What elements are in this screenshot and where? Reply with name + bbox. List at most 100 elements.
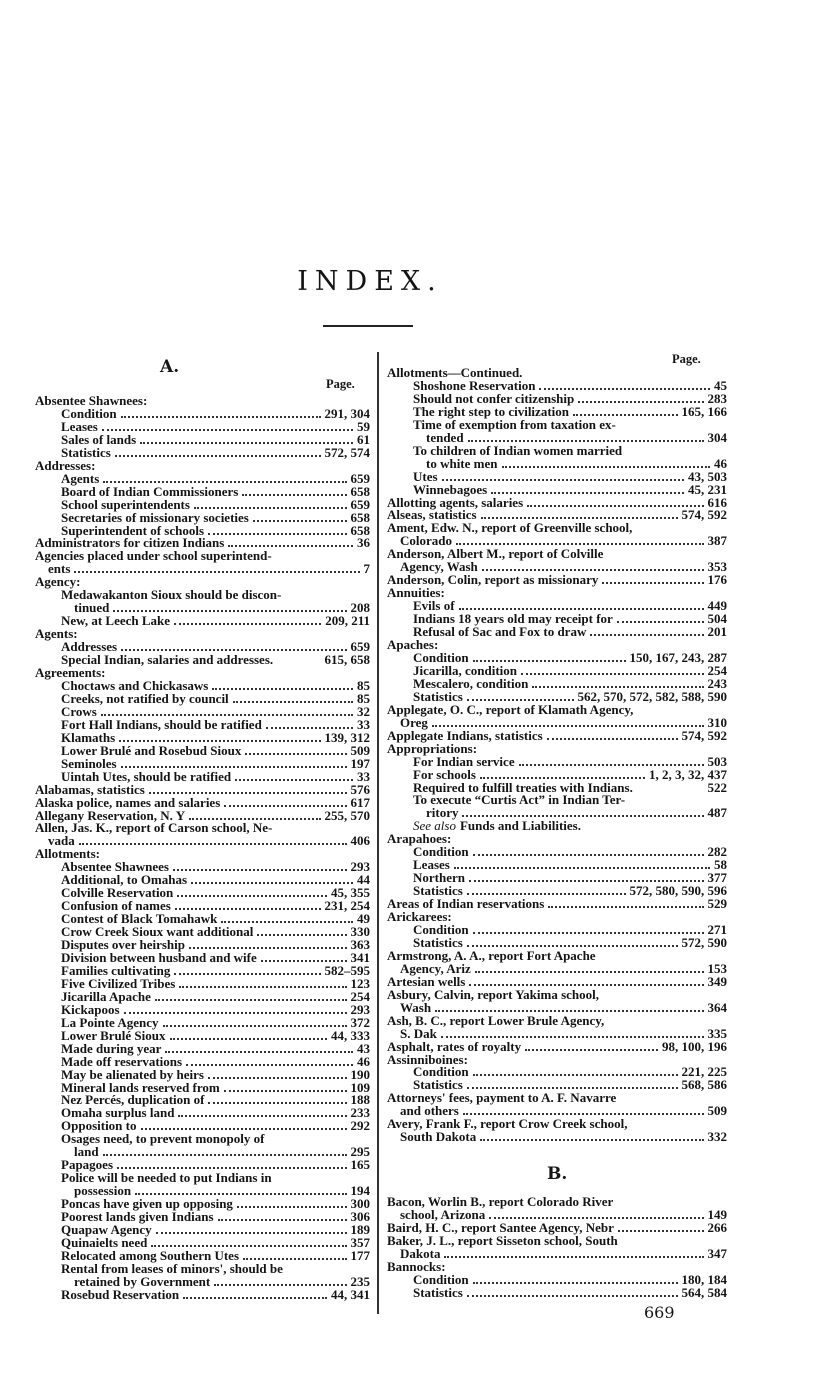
- index-entry: Sales of lands 61: [35, 433, 370, 447]
- index-entry: The right step to civilization 165, 166: [387, 403, 728, 419]
- index-entry: Statistics 572, 580, 590, 596: [387, 884, 727, 898]
- dot-leader: [480, 1139, 704, 1142]
- dot-leader: [179, 985, 347, 988]
- index-entry: Statistics 562, 570, 572, 582, 588, 590: [387, 690, 727, 704]
- entry-continuation: and others 509: [387, 1104, 727, 1118]
- index-entry: Mescalero, condition 243: [387, 677, 727, 691]
- page-reference: 572, 590: [681, 934, 728, 950]
- index-entry: Ash, B. C., report Lower Brule Agency,: [387, 1012, 727, 1028]
- index-entry: Alseas, statistics 574, 592: [387, 509, 727, 522]
- index-entry: Poncas have given up opposing 300: [35, 1196, 370, 1212]
- dot-leader: [480, 517, 678, 520]
- entry-text: Addresses:: [35, 457, 96, 473]
- dot-leader: [140, 1128, 347, 1131]
- entry-text: Leases: [61, 418, 98, 434]
- page-reference: 150, 167, 243, 287: [629, 649, 728, 665]
- section-heading-b: B.: [547, 1164, 568, 1184]
- index-entry: Allotments:: [35, 846, 370, 862]
- index-entry: Winnebagoes 45, 231: [387, 481, 727, 497]
- dot-leader: [189, 817, 321, 820]
- page-reference: 45, 231: [688, 481, 727, 497]
- page-reference: 529: [707, 896, 728, 912]
- page-reference: 659: [350, 470, 371, 486]
- entry-text: Osages need, to prevent monopoly of: [61, 1131, 265, 1147]
- entry-text: Agents: [61, 470, 100, 486]
- dot-leader: [467, 439, 704, 442]
- entry-text: Administrators for citizen Indians: [35, 535, 225, 551]
- index-entry: Bannocks:: [387, 1258, 727, 1274]
- entry-text: Appropriations:: [387, 740, 478, 756]
- index-entry: Absentee Shawnees:: [35, 393, 370, 408]
- page-reference: 271: [707, 921, 728, 937]
- dot-leader: [462, 815, 704, 818]
- index-entry: Asphalt, rates of royalty 98, 100, 196: [387, 1040, 727, 1054]
- dot-leader: [472, 659, 626, 662]
- entry-text: Crows: [61, 703, 97, 719]
- dot-leader: [578, 400, 704, 403]
- entry-continuation: to white men 46: [387, 455, 727, 471]
- dot-leader: [148, 791, 347, 794]
- dot-leader: [469, 983, 704, 986]
- entry-text: Bannocks:: [387, 1258, 446, 1274]
- dot-leader: [257, 934, 347, 937]
- entry-text: Applegate Indians, statistics: [387, 727, 543, 743]
- dot-leader: [169, 1037, 327, 1040]
- dot-leader: [466, 944, 678, 947]
- index-entry: Secretaries of missionary societies 658: [35, 511, 370, 525]
- entry-continuation: South Dakota 332: [387, 1130, 727, 1144]
- entry-text: Alaska police, names and salaries: [35, 794, 221, 810]
- index-entry: Appropriations:: [387, 740, 727, 756]
- entry-text: Ash, B. C., report Lower Brule Agency,: [387, 1012, 605, 1028]
- dot-leader: [546, 737, 678, 740]
- dot-leader: [466, 1087, 678, 1090]
- dot-leader: [474, 970, 704, 973]
- page-reference: 292: [350, 1118, 371, 1134]
- entry-continuation: Agency, Ariz 153: [387, 962, 727, 976]
- entry-text: Absentee Shawnees:: [35, 393, 148, 408]
- index-entry: Anderson, Albert M., report of Colville: [387, 547, 727, 561]
- dot-leader: [155, 1232, 347, 1234]
- page-column-header-left: Page.: [326, 377, 355, 391]
- entry-text: Lower Brulé and Rosebud Sioux: [61, 742, 242, 758]
- entry-text-continued: to white men: [426, 455, 498, 471]
- dot-leader: [208, 532, 347, 535]
- index-entry: New, at Leech Lake 209, 211: [35, 614, 370, 628]
- page-reference: 165, 166: [681, 403, 728, 419]
- index-entry: Lower Brulé Sioux 44, 333: [35, 1027, 370, 1043]
- entry-text: Apaches:: [387, 637, 439, 653]
- entry-text: To execute “Curtis Act” in Indian Ter-: [413, 792, 626, 808]
- page-reference: 291, 304: [324, 405, 371, 421]
- dot-leader: [472, 931, 704, 934]
- entry-text: Lower Brulé Sioux: [61, 1027, 166, 1043]
- index-entry: Required to fulfill treaties with Indian…: [387, 781, 727, 795]
- page-reference: 208: [350, 600, 371, 616]
- entry-text: Addresses: [61, 639, 118, 655]
- index-entry: To children of Indian women married: [387, 444, 727, 458]
- entry-text: Statistics: [413, 1284, 463, 1300]
- entry-text: Five Civilized Tribes: [61, 975, 176, 991]
- dot-leader: [444, 1255, 704, 1258]
- page-reference: 180, 184: [681, 1271, 728, 1287]
- entry-text: Colville Reservation: [61, 885, 174, 901]
- entry-text: Allotments:: [35, 846, 100, 862]
- page-reference: 109: [350, 1079, 371, 1095]
- index-entry: Areas of Indian reservations 529: [387, 896, 728, 912]
- index-entry: Assinniboines:: [387, 1053, 727, 1067]
- dot-leader: [214, 1283, 347, 1286]
- page-reference: 310: [707, 714, 728, 730]
- entry-text: Poncas have given up opposing: [61, 1196, 233, 1212]
- index-entry: Agreements:: [35, 666, 370, 680]
- index-entry: Fort Hall Indians, should be ratified 33: [35, 718, 370, 732]
- dot-leader: [186, 1063, 353, 1066]
- entry-text: Agencies placed under school superintend…: [35, 548, 272, 564]
- dot-leader: [602, 582, 704, 585]
- page-reference: 283: [707, 390, 728, 406]
- dot-leader: [113, 610, 347, 613]
- index-entry: Medawakanton Sioux should be discon-: [35, 588, 370, 602]
- dot-leader: [100, 713, 353, 716]
- index-entry: Lower Brulé and Rosebud Sioux 509: [35, 742, 370, 758]
- entry-text: Papagoes: [61, 1157, 113, 1173]
- entry-text: Special Indian, salaries and addresses.: [61, 652, 274, 668]
- index-entry: Utes 43, 503: [387, 470, 727, 484]
- page-reference: 44, 333: [331, 1027, 370, 1043]
